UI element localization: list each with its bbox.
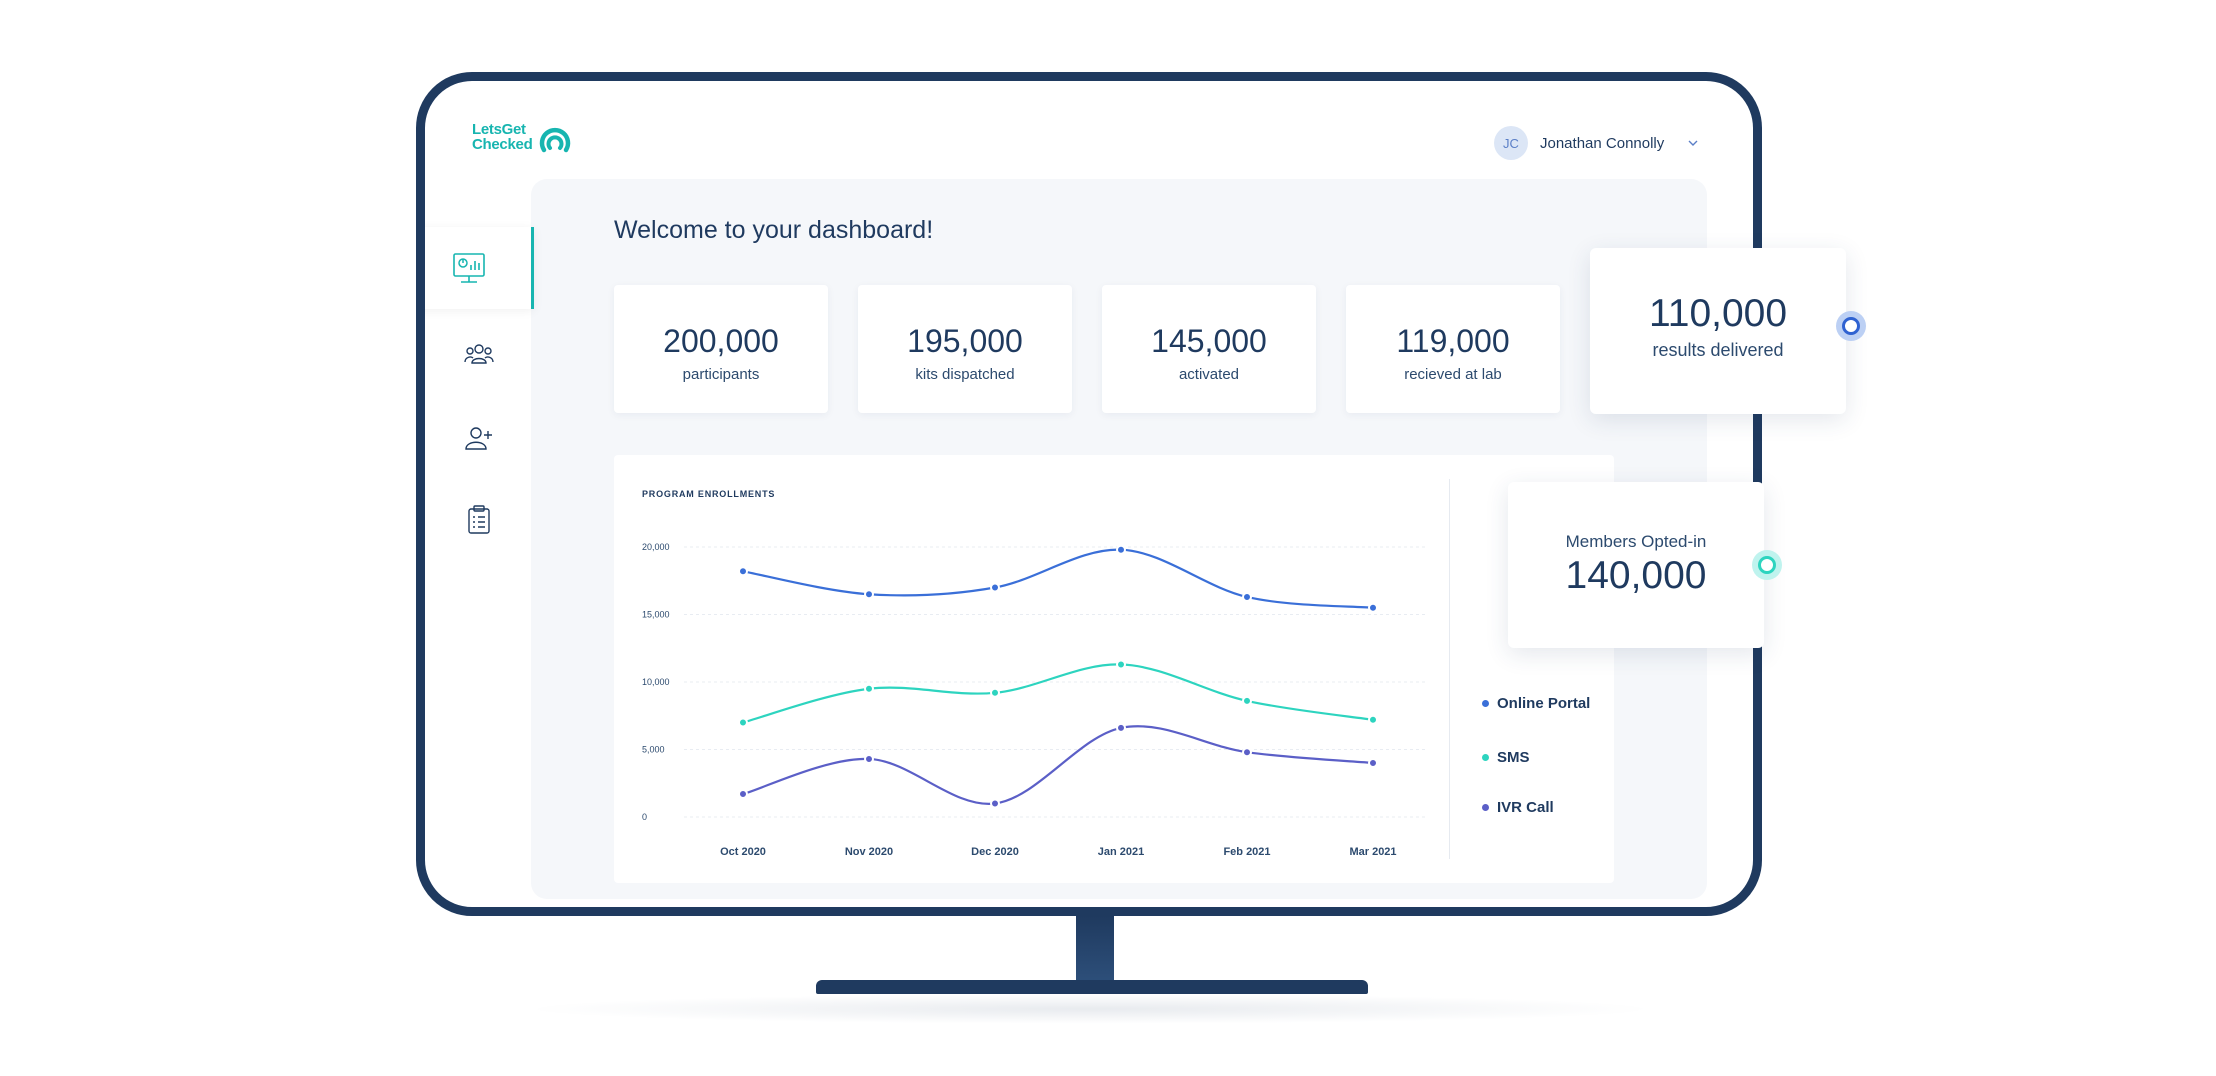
user-menu[interactable]: JC Jonathan Connolly (1494, 126, 1700, 160)
sidebar-item-add-member[interactable] (462, 421, 496, 455)
data-point (1116, 659, 1126, 670)
data-point (1116, 722, 1126, 733)
legend-dot (1482, 804, 1489, 811)
stat-value: 195,000 (907, 323, 1023, 359)
data-point (864, 589, 874, 600)
page-title: Welcome to your dashboard! (614, 216, 934, 244)
data-point (1368, 758, 1378, 768)
y-tick-label: 10,000 (642, 677, 670, 687)
logo-mark-icon (540, 127, 571, 153)
results-delivered-label: results delivered (1652, 340, 1784, 360)
logo[interactable]: LetsGet Checked (472, 120, 572, 154)
stat-value: 145,000 (1151, 323, 1267, 359)
members-ring-icon (1752, 550, 1782, 580)
stat-label: activated (1178, 366, 1240, 383)
sidebar-item-dashboard[interactable] (425, 227, 534, 309)
data-point (1368, 602, 1378, 613)
results-delivered-value: 110,000 (1648, 292, 1788, 335)
x-tick-label: Mar 2021 (1349, 846, 1396, 858)
stat-label: kits dispatched (915, 366, 1015, 383)
logo-text: LetsGet Checked (472, 121, 533, 153)
data-point (864, 683, 874, 694)
legend-label: Online Portal (1497, 695, 1591, 712)
data-point (738, 566, 748, 577)
stat-value: 119,000 (1396, 323, 1510, 359)
sidebar-item-reports[interactable] (462, 503, 496, 537)
legend-dot (1482, 754, 1489, 761)
members-opted-in-value: 140,000 (1565, 554, 1707, 597)
x-tick-label: Dec 2020 (971, 846, 1019, 858)
data-point (738, 789, 748, 800)
data-point (864, 753, 874, 764)
chart-divider (1449, 479, 1450, 859)
results-ring-icon (1836, 311, 1866, 341)
y-tick-label: 15,000 (642, 610, 670, 620)
members-opted-in-card[interactable]: Members Opted-in 140,000 (1508, 482, 1764, 648)
x-tick-label: Nov 2020 (845, 846, 893, 858)
legend-label: SMS (1497, 749, 1530, 766)
legend-item-online-portal[interactable]: Online Portal (1482, 695, 1590, 712)
stat-card-participants[interactable]: 200,000 participants (614, 285, 828, 413)
data-point (990, 798, 1000, 809)
data-point (990, 582, 1000, 593)
data-point (1368, 714, 1378, 725)
series-line-online-portal (742, 548, 1374, 609)
monitor-shadow (520, 994, 1660, 1024)
data-point (738, 717, 748, 728)
legend-label: IVR Call (1497, 799, 1554, 816)
data-point (1116, 544, 1126, 555)
stat-value: 200,000 (663, 323, 779, 359)
y-tick-label: 0 (642, 812, 647, 822)
legend-item-ivr-call[interactable]: IVR Call (1482, 799, 1554, 816)
stat-card-kits-dispatched[interactable]: 195,000 kits dispatched (858, 285, 1072, 413)
chart-title: PROGRAM ENROLLMENTS (642, 489, 776, 499)
data-point (990, 687, 1000, 698)
stat-card-received-at-lab[interactable]: 119,000 recieved at lab (1346, 285, 1560, 413)
stat-label: participants (682, 366, 760, 383)
clipboard-list-icon (468, 505, 490, 534)
data-point (1242, 591, 1252, 602)
dashboard-monitor-icon (453, 253, 485, 283)
avatar[interactable]: JC (1494, 126, 1528, 160)
legend-item-sms[interactable]: SMS (1482, 749, 1530, 766)
user-name: Jonathan Connolly (1540, 134, 1665, 152)
data-point (1242, 695, 1252, 706)
monitor-stand-neck (1076, 916, 1114, 982)
enrollments-line-chart: 20,000 15,000 10,000 5,000 0 Oct 2020 Nov 2020… (642, 542, 1426, 858)
program-enrollments-card: PROGRAM ENROLLMENTS 20,000 15,000 10,000 5,… (614, 455, 1614, 883)
sidebar-item-participants[interactable] (462, 337, 496, 371)
x-tick-label: Oct 2020 (720, 846, 766, 858)
data-point (1242, 747, 1252, 758)
group-icon (464, 344, 494, 364)
stat-label: recieved at lab (1404, 366, 1502, 383)
x-tick-label: Jan 2021 (1098, 846, 1144, 858)
legend-dot (1482, 700, 1489, 707)
series-line-sms (742, 663, 1374, 724)
y-tick-label: 5,000 (642, 745, 665, 755)
monitor-stand-base (816, 980, 1368, 994)
results-delivered-card[interactable]: 110,000 results delivered (1590, 248, 1846, 414)
stat-card-activated[interactable]: 145,000 activated (1102, 285, 1316, 413)
chevron-down-icon[interactable] (1686, 136, 1700, 150)
members-opted-in-label: Members Opted-in (1565, 532, 1707, 551)
series-line-ivr-call (742, 725, 1374, 805)
y-tick-label: 20,000 (642, 542, 670, 552)
monitor-frame: LetsGet Checked JC Jonathan Connolly (416, 72, 1762, 916)
add-user-icon (465, 427, 492, 450)
x-tick-label: Feb 2021 (1223, 846, 1270, 858)
